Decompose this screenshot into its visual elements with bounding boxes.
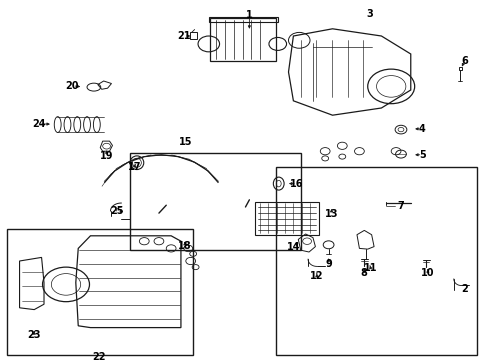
Text: 1: 1 [245,10,252,20]
Bar [129,153,300,250]
Text: 12: 12 [309,271,323,282]
Text: 4: 4 [417,124,424,134]
Text: 16: 16 [289,179,303,189]
Bar [276,167,476,355]
Text: 18: 18 [178,240,191,251]
Bar [7,229,193,355]
Text: 8: 8 [360,267,367,278]
Text: 7: 7 [397,201,404,211]
Text: 21: 21 [177,31,191,41]
Text: 24: 24 [32,119,46,129]
Text: 22: 22 [92,352,105,360]
Text: 20: 20 [65,81,79,91]
Text: 25: 25 [110,206,124,216]
Text: 11: 11 [363,263,377,273]
Text: 14: 14 [286,242,300,252]
Text: 19: 19 [100,150,113,161]
Text: 9: 9 [325,258,331,269]
Text: 17: 17 [127,162,141,172]
Text: 2: 2 [460,284,467,294]
Text: 6: 6 [460,56,467,66]
Text: 3: 3 [366,9,373,19]
Text: 13: 13 [324,209,338,219]
Text: 15: 15 [179,137,192,147]
Text: 5: 5 [418,150,425,160]
Text: 10: 10 [420,267,434,278]
Text: 23: 23 [27,330,41,340]
